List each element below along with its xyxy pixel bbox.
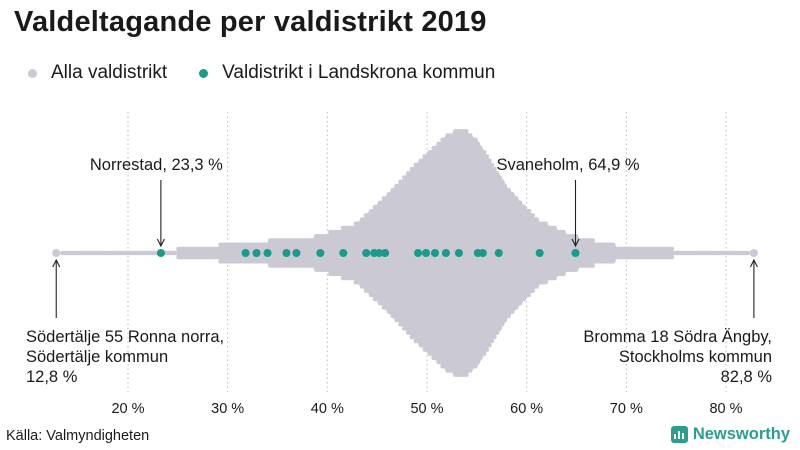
legend-item-all: Alla valdistrikt [28,62,167,84]
legend-dot-landskrona [199,68,209,78]
legend-label-landskrona: Valdistrikt i Landskrona kommun [222,62,496,83]
legend-item-landskrona: Valdistrikt i Landskrona kommun [199,62,495,84]
legend: Alla valdistrikt Valdistrikt i Landskron… [28,62,527,84]
swarm-points [52,129,758,377]
chart-title: Valdeltagande per valdistrikt 2019 [14,6,487,38]
legend-dot-all [28,68,37,78]
legend-label-all: Alla valdistrikt [51,62,168,83]
